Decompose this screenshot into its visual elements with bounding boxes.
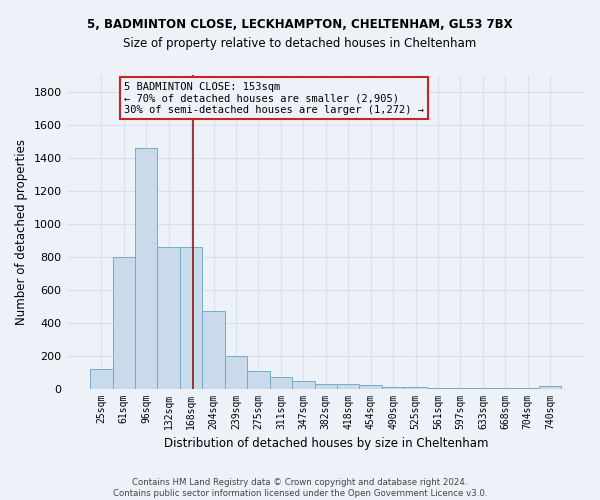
Bar xyxy=(247,371,269,388)
Bar xyxy=(157,246,180,388)
Bar xyxy=(337,384,359,388)
Bar xyxy=(113,256,135,388)
Bar xyxy=(539,386,562,388)
Bar xyxy=(314,384,337,388)
X-axis label: Distribution of detached houses by size in Cheltenham: Distribution of detached houses by size … xyxy=(164,437,488,450)
Text: 5 BADMINTON CLOSE: 153sqm
← 70% of detached houses are smaller (2,905)
30% of se: 5 BADMINTON CLOSE: 153sqm ← 70% of detac… xyxy=(124,82,424,115)
Bar xyxy=(202,311,225,388)
Bar xyxy=(382,387,404,388)
Y-axis label: Number of detached properties: Number of detached properties xyxy=(15,139,28,325)
Bar xyxy=(292,381,314,388)
Text: 5, BADMINTON CLOSE, LECKHAMPTON, CHELTENHAM, GL53 7BX: 5, BADMINTON CLOSE, LECKHAMPTON, CHELTEN… xyxy=(87,18,513,30)
Bar xyxy=(404,387,427,388)
Text: Contains HM Land Registry data © Crown copyright and database right 2024.
Contai: Contains HM Land Registry data © Crown c… xyxy=(113,478,487,498)
Bar xyxy=(359,386,382,388)
Text: Size of property relative to detached houses in Cheltenham: Size of property relative to detached ho… xyxy=(124,38,476,51)
Bar xyxy=(180,246,202,388)
Bar xyxy=(135,148,157,388)
Bar xyxy=(225,356,247,388)
Bar xyxy=(90,369,113,388)
Bar xyxy=(269,377,292,388)
